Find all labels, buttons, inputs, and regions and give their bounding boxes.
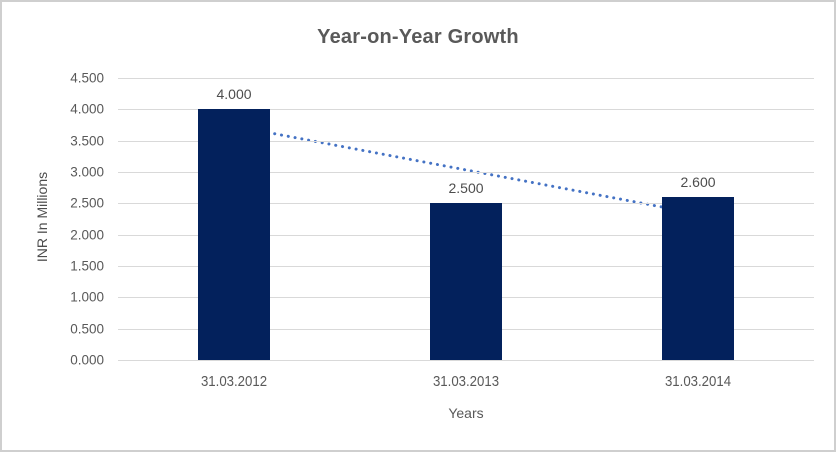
gridline (118, 109, 814, 111)
gridline (118, 140, 814, 142)
x-axis-title: Years (448, 405, 484, 421)
chart-title: Year-on-Year Growth (317, 26, 519, 48)
bar-value-label: 2.600 (680, 174, 716, 191)
gridline (118, 360, 814, 361)
plot-area: 0.000 0.500 1.000 1.500 2.000 2.500 3.000 3.500… (70, 71, 814, 390)
bar-value-label: 4.000 (216, 86, 252, 103)
y-tick-label: 4.000 (70, 101, 104, 117)
y-tick-label: 2.000 (70, 227, 104, 243)
y-tick-label: 3.500 (70, 133, 104, 149)
trendline (232, 124, 700, 216)
bar-value-label: 2.500 (448, 180, 484, 197)
y-axis-title: INR In Millions (34, 171, 50, 263)
x-tick-label: 31.03.2012 (200, 373, 268, 390)
bar (662, 197, 734, 360)
bar (198, 109, 270, 360)
bar (430, 203, 502, 360)
gridline (118, 172, 814, 173)
y-tick-label: 3.000 (70, 164, 104, 180)
y-tick-label: 0.000 (70, 352, 104, 368)
y-tick-label: 2.500 (70, 195, 104, 211)
x-tick-label: 31.03.2013 (432, 373, 500, 390)
gridline (118, 78, 814, 79)
y-tick-label: 1.000 (70, 289, 104, 305)
y-tick-label: 4.500 (70, 70, 104, 86)
y-tick-label: 1.500 (70, 258, 104, 274)
y-tick-label: 0.500 (70, 321, 104, 337)
x-tick-label: 31.03.2014 (664, 373, 732, 390)
